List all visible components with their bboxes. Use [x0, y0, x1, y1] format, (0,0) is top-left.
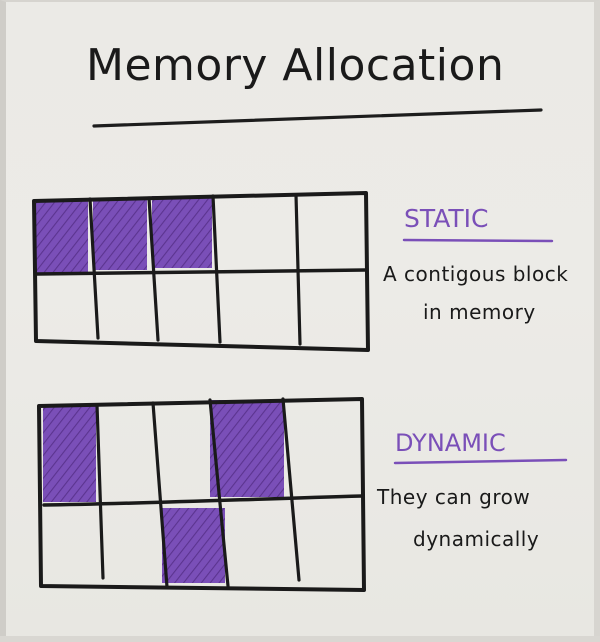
dynamic-heading: DYNAMIC: [395, 429, 506, 457]
static-memory-grid: [32, 191, 370, 352]
static-column-divider-2: [147, 196, 160, 342]
dynamic-description-line-1: They can grow: [376, 485, 530, 509]
static-filled-cell-2: [93, 199, 147, 270]
static-heading-underline: [402, 238, 554, 243]
dynamic-column-divider-4: [281, 397, 301, 582]
static-label-group: STATIC A contigous block in memory: [383, 204, 568, 324]
title-text: Memory Allocation: [86, 40, 504, 91]
dynamic-middle-divider: [42, 494, 364, 507]
dynamic-column-divider-1: [95, 403, 105, 580]
static-outer-border: [32, 191, 370, 352]
static-heading: STATIC: [404, 204, 488, 233]
static-column-divider-3: [211, 194, 222, 344]
static-description-line-1: A contigous block: [383, 262, 568, 286]
dynamic-filled-cell-2: [210, 400, 284, 497]
static-middle-divider: [35, 268, 367, 276]
dynamic-memory-grid: [37, 397, 366, 592]
dynamic-column-divider-2: [151, 401, 169, 589]
dynamic-column-divider-3: [208, 398, 230, 588]
dynamic-label-group: DYNAMIC They can grow dynamically: [376, 429, 568, 551]
dynamic-description-line-2: dynamically: [413, 527, 539, 551]
static-column-divider-4: [294, 193, 302, 346]
dynamic-heading-underline: [393, 458, 568, 465]
title-underline: [92, 108, 543, 128]
static-filled-cell-1: [36, 201, 88, 274]
memory-diagrams: [6, 2, 600, 638]
dynamic-filled-cell-3: [162, 508, 225, 583]
dynamic-outer-border: [37, 397, 366, 592]
static-description-line-2: in memory: [423, 300, 536, 324]
dynamic-filled-cell-1: [43, 406, 96, 502]
static-column-divider-1: [88, 197, 100, 340]
static-filled-cell-3: [152, 196, 212, 268]
annotation-labels: STATIC A contigous block in memory DYNAM…: [6, 2, 600, 638]
page-title: Memory Allocation: [68, 24, 528, 106]
